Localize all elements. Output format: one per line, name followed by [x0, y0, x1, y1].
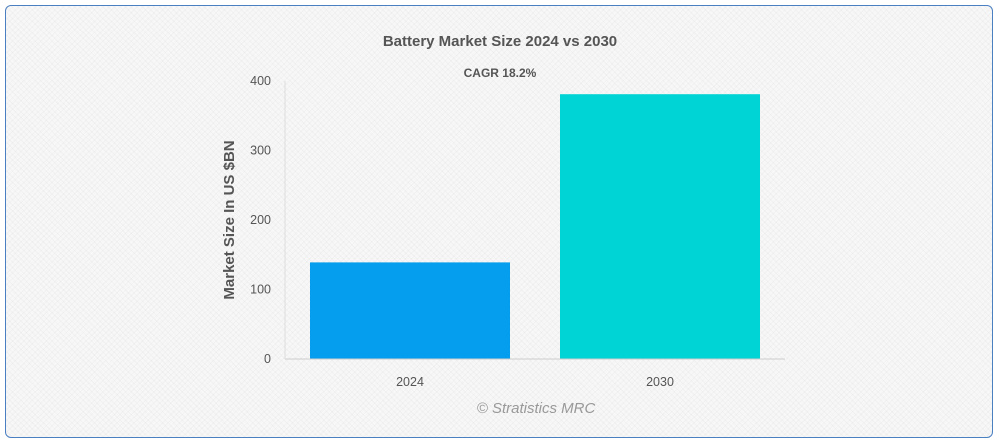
x-tick-label: 2030: [646, 375, 674, 389]
bars: [310, 94, 760, 359]
chart-subtitle: CAGR 18.2%: [464, 66, 537, 80]
chart-title: Battery Market Size 2024 vs 2030: [383, 33, 617, 50]
credit-text: © Stratistics MRC: [477, 400, 596, 417]
x-tick-label: 2024: [396, 375, 424, 389]
x-axis: 2024 2030: [396, 375, 674, 389]
bar-2030: [560, 94, 760, 359]
bar-2024: [310, 262, 510, 359]
y-tick-label: 300: [250, 144, 271, 158]
y-axis: 0 100 200 300 400: [250, 74, 271, 366]
chart-frame: [5, 5, 993, 438]
y-axis-label: Market Size In US $BN: [221, 140, 238, 299]
y-tick-label: 400: [250, 74, 271, 88]
y-tick-label: 0: [264, 352, 271, 366]
y-tick-label: 100: [250, 283, 271, 297]
y-tick-label: 200: [250, 213, 271, 227]
